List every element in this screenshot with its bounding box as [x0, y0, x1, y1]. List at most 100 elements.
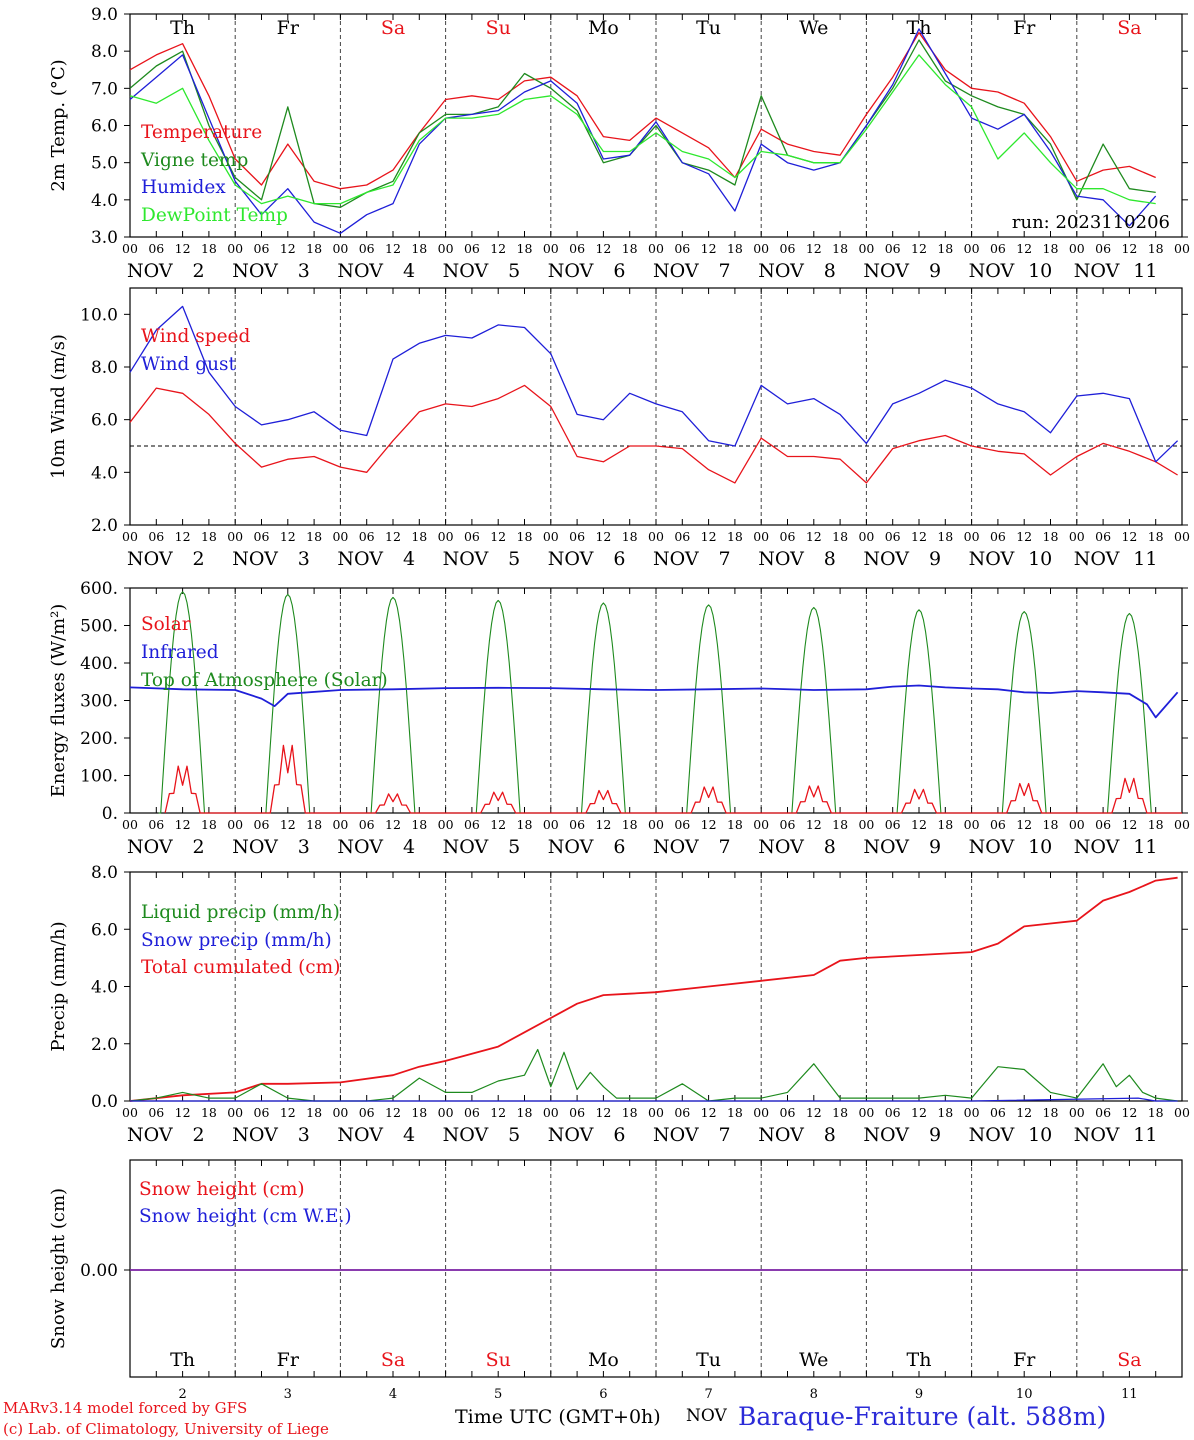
hour-tick-label: 00	[438, 241, 454, 256]
date-day-label: 3	[298, 836, 310, 858]
hour-tick-label: 00	[753, 529, 769, 544]
y-axis-label: Snow height (cm)	[48, 1188, 69, 1349]
y-tick-label: 0.	[102, 804, 118, 824]
model-credit: MARv3.14 model forced by GFS	[3, 1399, 248, 1417]
date-day-label: 11	[1133, 836, 1157, 858]
bottom-date-label: 7	[704, 1387, 712, 1402]
hour-tick-label: 18	[727, 241, 743, 256]
weekday-label: Sa	[1117, 1349, 1141, 1371]
date-month-label: NOV	[443, 260, 489, 282]
hour-tick-label: 06	[464, 241, 480, 256]
hour-tick-label: 06	[148, 529, 164, 544]
legend-entry: Vigne temp	[140, 150, 248, 171]
weekday-label: Sa	[381, 1349, 405, 1371]
weekday-label: Fr	[1013, 1349, 1036, 1371]
date-month-label: NOV	[443, 548, 489, 570]
hour-tick-label: 12	[175, 529, 191, 544]
hour-tick-label: 18	[832, 817, 848, 832]
date-month-label: NOV	[127, 260, 173, 282]
hour-tick-label: 06	[359, 241, 375, 256]
hour-tick-label: 18	[1148, 1105, 1164, 1120]
station-title: Baraque-Fraiture (alt. 588m)	[738, 1402, 1107, 1431]
hour-tick-label: 18	[411, 1105, 427, 1120]
hour-tick-label: 12	[701, 817, 717, 832]
date-day-label: 8	[824, 260, 836, 282]
hour-tick-label: 12	[1121, 529, 1137, 544]
legend-entry: Humidex	[141, 177, 226, 198]
hour-tick-label: 00	[122, 817, 138, 832]
hour-tick-label: 06	[148, 1105, 164, 1120]
x-axis-month: NOV	[686, 1406, 727, 1426]
weekday-label: Th	[907, 17, 932, 39]
hour-tick-label: 06	[990, 817, 1006, 832]
date-day-label: 5	[508, 1124, 520, 1146]
weekday-label: Sa	[1117, 17, 1141, 39]
hour-tick-label: 12	[1016, 817, 1032, 832]
hour-tick-label: 06	[674, 529, 690, 544]
legend-entry: Wind speed	[141, 326, 250, 347]
bottom-date-label: 9	[915, 1387, 923, 1402]
date-day-label: 9	[929, 1124, 941, 1146]
date-month-label: NOV	[653, 548, 699, 570]
y-tick-label: 6.0	[91, 117, 118, 137]
hour-tick-label: 12	[595, 817, 611, 832]
x-axis-title: Time UTC (GMT+0h)	[455, 1406, 661, 1428]
date-month-label: NOV	[758, 1124, 804, 1146]
date-month-label: NOV	[1074, 260, 1120, 282]
y-tick-label: 5.0	[91, 154, 118, 174]
y-tick-label: 500.	[80, 617, 118, 637]
bottom-date-label: 8	[810, 1387, 818, 1402]
y-axis-label: 10m Wind (m/s)	[48, 334, 69, 479]
weekday-label: Th	[170, 17, 195, 39]
hour-tick-label: 06	[1095, 529, 1111, 544]
hour-tick-label: 18	[622, 241, 638, 256]
hour-tick-label: 06	[885, 241, 901, 256]
series-wind-speed	[129, 384, 1178, 484]
hour-tick-label: 18	[306, 241, 322, 256]
hour-tick-label: 00	[1069, 1105, 1085, 1120]
hour-tick-label: 18	[306, 529, 322, 544]
hour-tick-label: 00	[858, 1105, 874, 1120]
hour-tick-label: 18	[832, 241, 848, 256]
hour-tick-label: 18	[832, 1105, 848, 1120]
date-month-label: NOV	[443, 836, 489, 858]
hour-tick-label: 06	[148, 817, 164, 832]
date-day-label: 10	[1028, 1124, 1052, 1146]
hour-tick-label: 06	[254, 241, 270, 256]
hour-tick-label: 06	[1095, 817, 1111, 832]
hour-tick-label: 12	[1121, 817, 1137, 832]
hour-tick-label: 00	[332, 817, 348, 832]
legend-entry: Snow height (cm W.E.)	[139, 1206, 352, 1227]
hour-tick-label: 18	[1043, 817, 1059, 832]
hour-tick-label: 18	[727, 1105, 743, 1120]
hour-tick-label: 00	[227, 241, 243, 256]
hour-tick-label: 00	[122, 241, 138, 256]
date-month-label: NOV	[863, 836, 909, 858]
date-month-label: NOV	[232, 1124, 278, 1146]
series-temperature	[129, 31, 1156, 190]
hour-tick-label: 00	[122, 529, 138, 544]
hour-tick-label: 06	[464, 817, 480, 832]
hour-tick-label: 00	[964, 1105, 980, 1120]
hour-tick-label: 06	[569, 529, 585, 544]
hour-tick-label: 12	[595, 241, 611, 256]
hour-tick-label: 06	[885, 529, 901, 544]
hour-tick-label: 00	[648, 241, 664, 256]
hour-tick-label: 12	[911, 241, 927, 256]
hour-tick-label: 12	[490, 241, 506, 256]
date-day-label: 10	[1028, 836, 1052, 858]
date-month-label: NOV	[127, 548, 173, 570]
hour-tick-label: 12	[280, 1105, 296, 1120]
date-month-label: NOV	[548, 836, 594, 858]
date-day-label: 6	[613, 260, 625, 282]
hour-tick-label: 12	[806, 241, 822, 256]
date-month-label: NOV	[758, 836, 804, 858]
hour-tick-label: 00	[964, 529, 980, 544]
date-day-label: 5	[508, 548, 520, 570]
hour-tick-label: 18	[1148, 817, 1164, 832]
y-tick-label: 8.0	[91, 42, 118, 62]
bottom-date-label: 6	[599, 1387, 607, 1402]
date-day-label: 8	[824, 1124, 836, 1146]
date-day-label: 7	[719, 548, 731, 570]
